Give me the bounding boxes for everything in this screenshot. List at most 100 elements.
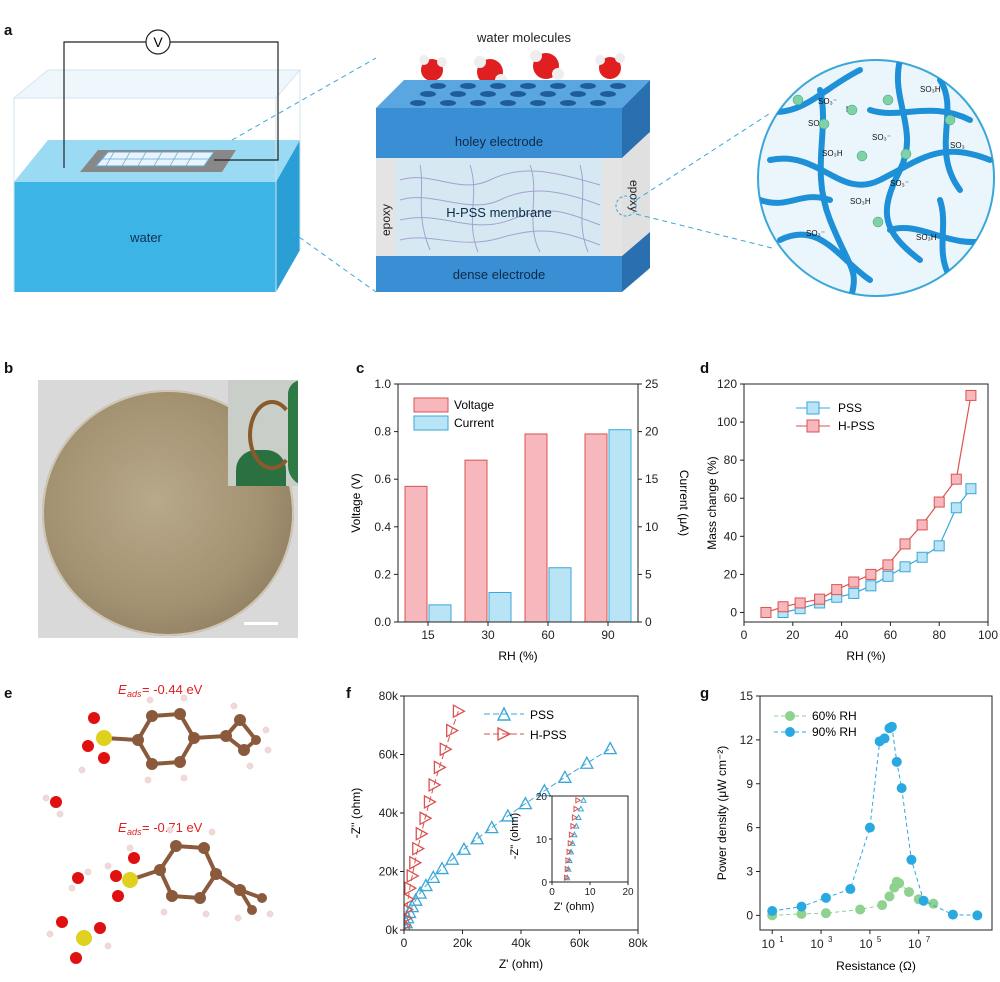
data-point-90-rh [972,910,983,921]
x-tick-exponent: 3 [828,935,833,944]
legend-swatch-voltage [413,397,449,413]
bar-voltage [464,459,488,623]
data-point-60-rh [894,878,905,889]
data-point-60-rh [903,886,914,897]
inset-y-tick-label: 20 [536,792,548,803]
series-line-h-pss [404,711,459,926]
inset-data-point-pss [567,848,575,855]
legend-label-current: Current [454,416,495,430]
panel-c-axes-frame [397,383,639,623]
data-point-pss [882,570,894,582]
data-point-h-pss [965,389,977,401]
data-point-h-pss [404,904,414,915]
y-tick-label: 20 [724,567,738,581]
panel-label-d: d [700,360,710,377]
inset-data-point-h-pss [567,839,574,847]
panel-a-device-schematic: V water water molecules holey electrode [12,29,995,297]
inset-data-point-pss [577,805,585,812]
eads-subscript-2: ads [127,827,142,837]
eads-subscript-1: ads [127,689,142,699]
data-point-h-pss [409,855,423,870]
data-point-pss [418,878,434,892]
x-tick-label: 80k [628,936,648,950]
data-point-60-rh [884,891,895,902]
data-point-h-pss [950,473,962,485]
data-point-60-rh [877,900,888,911]
eads-symbol-1: E [118,682,127,697]
data-point-pss [603,741,618,755]
data-point-90-rh [886,721,897,732]
zoom-label: SO₃⁻ [872,133,891,142]
y-tick-label: 0 [730,605,737,619]
data-point-90-rh [896,783,907,794]
inset-data-point-h-pss [565,857,572,864]
panel-f-xlabel: Z' (ohm) [499,957,543,971]
panel-f-inset-frame [551,795,629,883]
y-right-tick-label: 20 [645,425,659,439]
panel-label-e: e [4,685,13,702]
panel-label-a: a [4,22,13,39]
x-tick-label: 10 [908,937,922,951]
panel-d-xlabel: RH (%) [846,649,885,663]
y-tick-label: 9 [746,777,753,791]
data-point-pss [434,861,450,875]
polymer-network-zoom [757,59,995,297]
x-tick-label: 15 [421,628,435,642]
data-point-90-rh [906,854,917,865]
molecule-2-atoms [46,826,274,964]
zoom-label: SO₃H [850,197,871,206]
legend-label-voltage: Voltage [454,398,494,412]
data-point-90-rh [845,884,856,895]
data-point-h-pss [916,519,928,531]
data-point-pss [537,783,552,797]
eads-symbol-2: E [118,820,127,835]
bar-current [428,604,452,623]
epoxy-left-label: epoxy [379,204,393,236]
x-tick-label: 60 [541,628,555,642]
dense-electrode [376,256,622,292]
data-point-pss [456,841,472,855]
data-point-pss [950,502,962,514]
h-pss-membrane [376,158,622,256]
y-tick-label: 60 [724,491,738,505]
y-tick-label: 0.4 [374,520,391,534]
data-point-90-rh [767,905,778,916]
inset-data-point-h-pss [570,822,577,830]
data-point-pss [965,483,977,495]
data-point-h-pss [419,811,433,826]
zoom-label: SO₃H [920,85,941,94]
data-point-h-pss [404,881,418,896]
y-tick-label: 1.0 [374,377,391,391]
x-tick-label: 0 [741,628,748,642]
inset-data-point-h-pss [563,874,570,882]
panel-label-g: g [700,685,710,702]
y-tick-label: 12 [740,733,754,747]
inset-y-tick-label: 0 [541,878,547,889]
inset-x-tick-label: 0 [549,887,555,898]
panel-c-xlabel: RH (%) [498,649,537,663]
data-point-h-pss [404,921,412,930]
data-point-pss [445,851,460,865]
data-point-h-pss [433,760,447,775]
legend-label-90rh: 90% RH [812,725,857,739]
y-tick-label: 3 [746,865,753,879]
y-tick-label: 0.0 [374,615,391,629]
inset-data-point-h-pss [568,831,575,839]
legend-label-hpss-f: H-PSS [530,728,567,742]
data-point-h-pss [831,584,843,596]
bar-voltage [584,433,608,623]
membrane-photo [38,380,298,638]
data-point-60-rh [820,908,831,919]
molecule-1-atoms [42,694,272,818]
x-tick-label: 10 [762,937,776,951]
panel-label-f: f [346,685,351,702]
y-tick-label: 0k [385,923,399,937]
data-point-60-rh [796,908,807,919]
panel-c-bar-chart: 15 30 60 90 0.0 0.2 0.4 0.6 0.8 1.0 0 5 10 15 20 25 Vol… [349,377,691,663]
series-line-90-rh [772,725,978,916]
legend-marker-60rh [785,711,795,721]
legend-label-pss: PSS [838,401,862,415]
data-point-h-pss [777,601,789,613]
